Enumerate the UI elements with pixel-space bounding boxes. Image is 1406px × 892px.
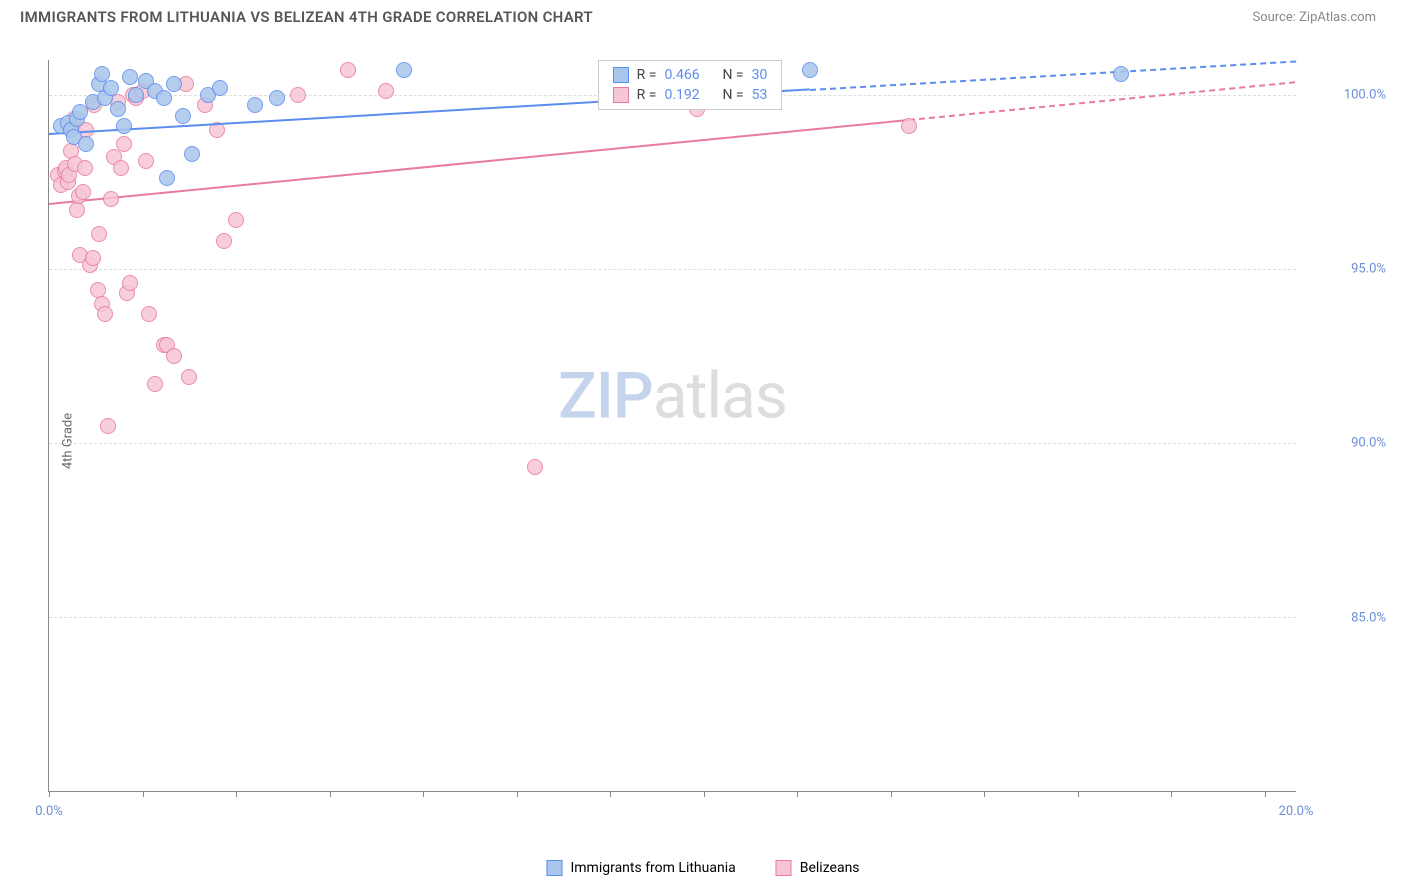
n-label: N = xyxy=(722,67,743,83)
data-point xyxy=(901,118,917,134)
data-point xyxy=(1113,66,1129,82)
r-value: 0.466 xyxy=(664,67,714,83)
chart-source: Source: ZipAtlas.com xyxy=(1252,10,1376,25)
data-point xyxy=(166,76,182,92)
data-point xyxy=(85,250,101,266)
x-tick-label: 0.0% xyxy=(35,804,63,819)
legend-swatch xyxy=(613,87,629,103)
data-point xyxy=(91,226,107,242)
legend-swatch xyxy=(776,860,792,876)
x-tick xyxy=(330,791,331,797)
r-label: R = xyxy=(637,67,657,83)
watermark: ZIPatlas xyxy=(558,359,787,434)
legend-swatch xyxy=(546,860,562,876)
chart-container: 4th Grade ZIPatlas 0.0%20.0%R =0.466N =3… xyxy=(48,60,1386,822)
legend-item: Belizeans xyxy=(776,860,860,876)
data-point xyxy=(138,153,154,169)
y-tick-label: 95.0% xyxy=(1301,262,1386,277)
x-tick-label: 20.0% xyxy=(1279,804,1314,819)
x-tick xyxy=(891,791,892,797)
data-point xyxy=(122,275,138,291)
data-point xyxy=(527,459,543,475)
x-tick xyxy=(49,791,50,797)
trend-line-dashed xyxy=(909,81,1296,121)
grid-line xyxy=(49,269,1296,270)
data-point xyxy=(113,160,129,176)
data-point xyxy=(290,87,306,103)
data-point xyxy=(116,136,132,152)
data-point xyxy=(116,118,132,134)
chart-header: IMMIGRANTS FROM LITHUANIA VS BELIZEAN 4T… xyxy=(0,0,1406,38)
data-point xyxy=(97,306,113,322)
trend-line xyxy=(49,119,910,205)
watermark-atlas: atlas xyxy=(653,359,787,434)
data-point xyxy=(75,184,91,200)
x-tick xyxy=(1078,791,1079,797)
x-tick xyxy=(517,791,518,797)
data-point xyxy=(166,348,182,364)
data-point xyxy=(122,69,138,85)
x-tick xyxy=(984,791,985,797)
data-point xyxy=(103,191,119,207)
x-tick xyxy=(143,791,144,797)
data-point xyxy=(247,97,263,113)
data-point xyxy=(159,170,175,186)
data-point xyxy=(141,306,157,322)
data-point xyxy=(378,83,394,99)
y-tick-label: 90.0% xyxy=(1301,436,1386,451)
stats-legend-row: R = 0.466 N = 30 xyxy=(613,65,768,85)
x-tick xyxy=(236,791,237,797)
x-tick xyxy=(423,791,424,797)
data-point xyxy=(156,90,172,106)
plot-area: ZIPatlas 0.0%20.0%R =0.466N =30R =0.192N… xyxy=(48,60,1296,792)
data-point xyxy=(269,90,285,106)
data-point xyxy=(110,101,126,117)
data-point xyxy=(184,146,200,162)
n-label: N = xyxy=(722,87,743,103)
data-point xyxy=(212,80,228,96)
data-point xyxy=(228,212,244,228)
data-point xyxy=(216,233,232,249)
r-label: R = xyxy=(637,87,657,103)
grid-line xyxy=(49,617,1296,618)
watermark-zip: ZIP xyxy=(558,359,653,434)
x-tick xyxy=(1265,791,1266,797)
legend-swatch xyxy=(613,67,629,83)
trend-line-dashed xyxy=(810,60,1296,91)
data-point xyxy=(78,136,94,152)
data-point xyxy=(77,160,93,176)
data-point xyxy=(340,62,356,78)
data-point xyxy=(147,376,163,392)
y-tick-label: 85.0% xyxy=(1301,610,1386,625)
r-value: 0.192 xyxy=(664,87,714,103)
stats-legend: R = 0.466 N = 30 R = 0.192 N = 53 xyxy=(598,60,783,110)
y-tick-label: 100.0% xyxy=(1301,87,1386,102)
data-point xyxy=(802,62,818,78)
legend-item: Immigrants from Lithuania xyxy=(546,860,735,876)
data-point xyxy=(175,108,191,124)
chart-title: IMMIGRANTS FROM LITHUANIA VS BELIZEAN 4T… xyxy=(20,8,593,26)
data-point xyxy=(103,80,119,96)
n-value: 30 xyxy=(752,67,768,83)
data-point xyxy=(181,369,197,385)
grid-line xyxy=(49,443,1296,444)
n-value: 53 xyxy=(752,87,768,103)
data-point xyxy=(100,418,116,434)
data-point xyxy=(128,87,144,103)
data-point xyxy=(69,202,85,218)
x-tick xyxy=(1171,791,1172,797)
x-tick xyxy=(797,791,798,797)
legend-label: Immigrants from Lithuania xyxy=(570,860,735,876)
data-point xyxy=(396,62,412,78)
legend-label: Belizeans xyxy=(800,860,860,876)
x-tick xyxy=(704,791,705,797)
bottom-legend: Immigrants from Lithuania Belizeans xyxy=(546,860,859,876)
x-tick xyxy=(610,791,611,797)
stats-legend-row: R = 0.192 N = 53 xyxy=(613,85,768,105)
